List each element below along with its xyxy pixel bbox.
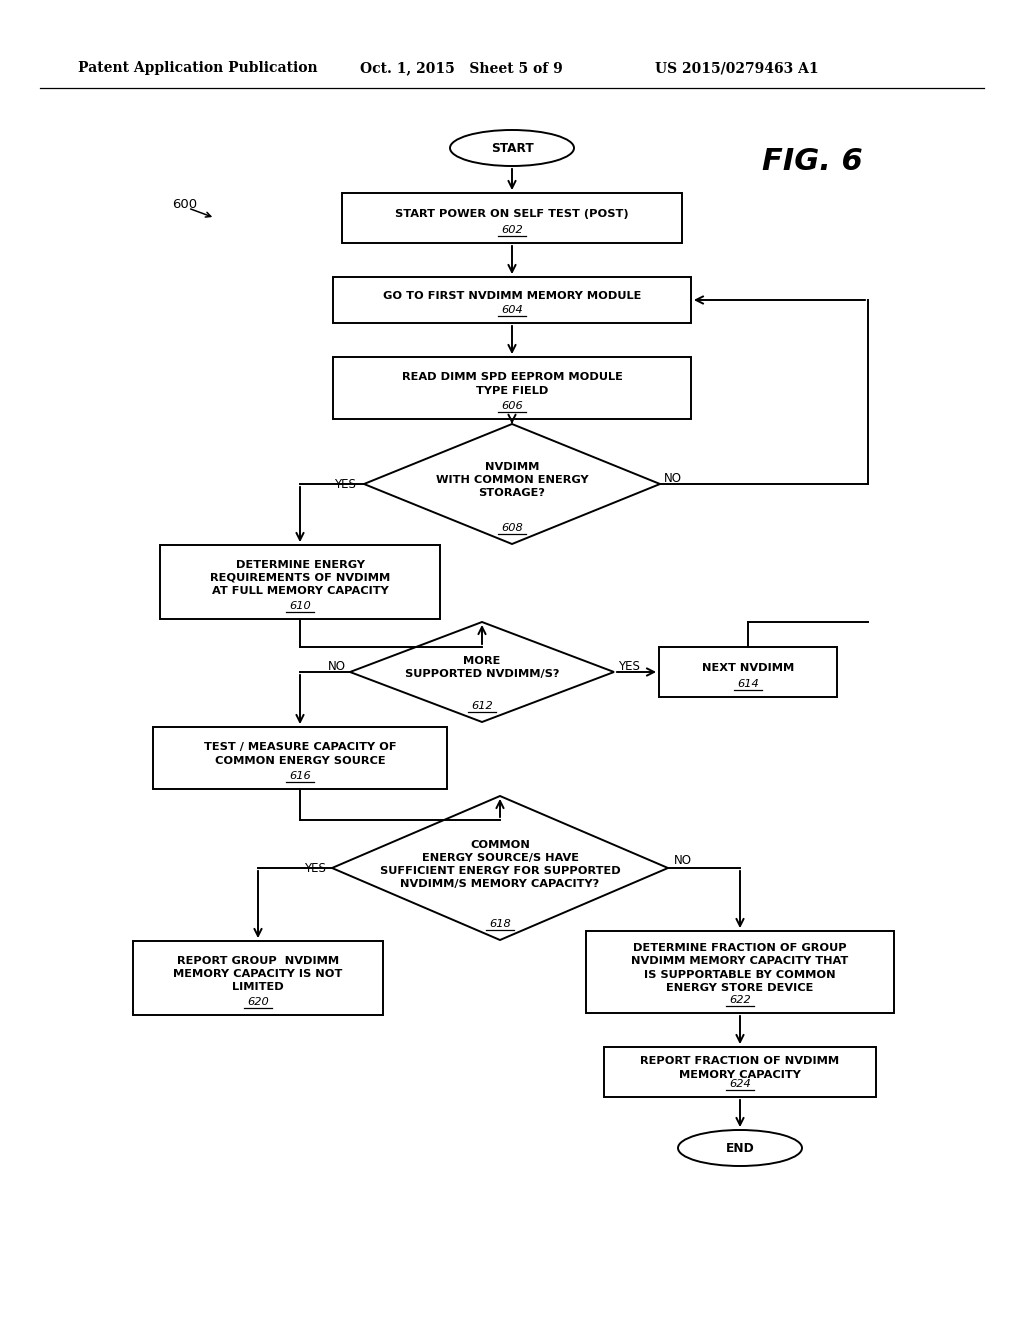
FancyBboxPatch shape — [333, 356, 691, 418]
Text: START: START — [490, 141, 534, 154]
Text: 620: 620 — [247, 997, 269, 1007]
Text: FIG. 6: FIG. 6 — [762, 148, 863, 177]
FancyBboxPatch shape — [586, 931, 894, 1012]
Text: READ DIMM SPD EEPROM MODULE: READ DIMM SPD EEPROM MODULE — [401, 372, 623, 383]
Text: 614: 614 — [737, 678, 759, 689]
Text: GO TO FIRST NVDIMM MEMORY MODULE: GO TO FIRST NVDIMM MEMORY MODULE — [383, 290, 641, 301]
Text: NO: NO — [664, 471, 682, 484]
Text: YES: YES — [304, 862, 326, 874]
Text: TYPE FIELD: TYPE FIELD — [476, 385, 548, 396]
Text: Oct. 1, 2015   Sheet 5 of 9: Oct. 1, 2015 Sheet 5 of 9 — [360, 61, 563, 75]
Polygon shape — [332, 796, 668, 940]
Text: TEST / MEASURE CAPACITY OF: TEST / MEASURE CAPACITY OF — [204, 742, 396, 752]
FancyBboxPatch shape — [342, 193, 682, 243]
Text: 622: 622 — [729, 995, 751, 1005]
Text: 600: 600 — [172, 198, 198, 211]
Text: 606: 606 — [501, 401, 523, 411]
Text: NO: NO — [328, 660, 346, 672]
Text: 602: 602 — [501, 224, 523, 235]
Text: 624: 624 — [729, 1078, 751, 1089]
Text: NVDIMM/S MEMORY CAPACITY?: NVDIMM/S MEMORY CAPACITY? — [400, 879, 600, 888]
Text: MEMORY CAPACITY IS NOT: MEMORY CAPACITY IS NOT — [173, 969, 343, 979]
Text: REQUIREMENTS OF NVDIMM: REQUIREMENTS OF NVDIMM — [210, 573, 390, 583]
Text: Patent Application Publication: Patent Application Publication — [78, 61, 317, 75]
FancyBboxPatch shape — [659, 647, 837, 697]
Text: COMMON ENERGY SOURCE: COMMON ENERGY SOURCE — [215, 756, 385, 766]
Text: NVDIMM MEMORY CAPACITY THAT: NVDIMM MEMORY CAPACITY THAT — [632, 956, 849, 966]
Text: US 2015/0279463 A1: US 2015/0279463 A1 — [655, 61, 818, 75]
Text: END: END — [726, 1142, 755, 1155]
Text: 616: 616 — [289, 771, 311, 781]
FancyBboxPatch shape — [153, 727, 447, 789]
Text: DETERMINE FRACTION OF GROUP: DETERMINE FRACTION OF GROUP — [633, 942, 847, 953]
Text: NO: NO — [674, 854, 692, 866]
Ellipse shape — [450, 129, 574, 166]
Text: IS SUPPORTABLE BY COMMON: IS SUPPORTABLE BY COMMON — [644, 970, 836, 979]
Polygon shape — [350, 622, 614, 722]
Text: COMMON: COMMON — [470, 840, 530, 850]
Text: 618: 618 — [489, 919, 511, 929]
Text: 612: 612 — [471, 701, 493, 711]
FancyBboxPatch shape — [333, 277, 691, 323]
Text: WITH COMMON ENERGY: WITH COMMON ENERGY — [435, 475, 589, 484]
Text: REPORT FRACTION OF NVDIMM: REPORT FRACTION OF NVDIMM — [640, 1056, 840, 1067]
FancyBboxPatch shape — [604, 1047, 876, 1097]
FancyBboxPatch shape — [133, 941, 383, 1015]
FancyBboxPatch shape — [160, 545, 440, 619]
Text: REPORT GROUP  NVDIMM: REPORT GROUP NVDIMM — [177, 956, 339, 965]
Polygon shape — [364, 424, 660, 544]
Text: 604: 604 — [501, 305, 523, 315]
Ellipse shape — [678, 1130, 802, 1166]
Text: AT FULL MEMORY CAPACITY: AT FULL MEMORY CAPACITY — [212, 586, 388, 597]
Text: MORE: MORE — [463, 656, 501, 667]
Text: ENERGY STORE DEVICE: ENERGY STORE DEVICE — [667, 983, 814, 993]
Text: 610: 610 — [289, 601, 311, 611]
Text: MEMORY CAPACITY: MEMORY CAPACITY — [679, 1069, 801, 1080]
Text: YES: YES — [618, 660, 640, 672]
Text: NEXT NVDIMM: NEXT NVDIMM — [701, 663, 795, 673]
Text: YES: YES — [334, 478, 356, 491]
Text: STORAGE?: STORAGE? — [478, 488, 546, 498]
Text: NVDIMM: NVDIMM — [484, 462, 540, 473]
Text: START POWER ON SELF TEST (POST): START POWER ON SELF TEST (POST) — [395, 209, 629, 219]
Text: LIMITED: LIMITED — [232, 982, 284, 993]
Text: SUPPORTED NVDIMM/S?: SUPPORTED NVDIMM/S? — [404, 669, 559, 680]
Text: ENERGY SOURCE/S HAVE: ENERGY SOURCE/S HAVE — [422, 853, 579, 862]
Text: DETERMINE ENERGY: DETERMINE ENERGY — [236, 560, 365, 569]
Text: SUFFICIENT ENERGY FOR SUPPORTED: SUFFICIENT ENERGY FOR SUPPORTED — [380, 866, 621, 875]
Text: 608: 608 — [501, 523, 523, 533]
